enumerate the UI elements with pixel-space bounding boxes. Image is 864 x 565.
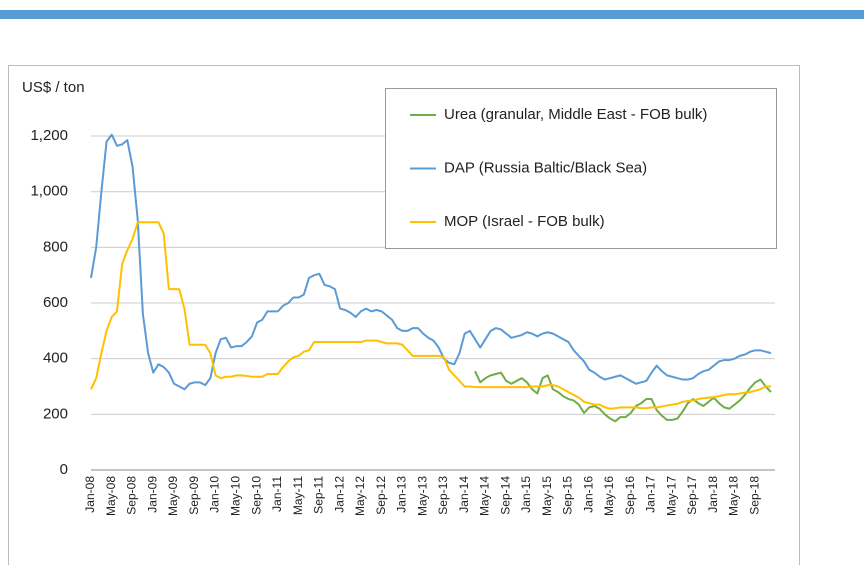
x-tick-label: Sep-15 bbox=[561, 476, 575, 515]
x-tick-label: May-16 bbox=[602, 476, 616, 516]
x-tick-label: Jan-11 bbox=[270, 476, 284, 512]
y-tick-label: 0 bbox=[60, 461, 68, 478]
x-tick-label: Sep-08 bbox=[125, 476, 139, 515]
y-tick-label: 600 bbox=[43, 294, 68, 311]
chart-frame bbox=[8, 65, 800, 565]
x-tick-label: May-09 bbox=[166, 476, 180, 516]
x-tick-label: Jan-09 bbox=[145, 476, 159, 513]
x-tick-label: May-14 bbox=[478, 476, 492, 516]
legend-label: Urea (granular, Middle East - FOB bulk) bbox=[444, 106, 707, 123]
x-tick-label: Sep-14 bbox=[498, 476, 512, 515]
x-tick-label: May-17 bbox=[664, 476, 678, 516]
legend bbox=[385, 88, 777, 249]
x-tick-label: May-10 bbox=[228, 476, 242, 516]
x-tick-label: May-13 bbox=[415, 476, 429, 516]
x-tick-label: Sep-13 bbox=[436, 476, 450, 515]
x-tick-label: May-12 bbox=[353, 476, 367, 516]
x-tick-label: Sep-12 bbox=[374, 476, 388, 515]
x-tick-label: Jan-15 bbox=[519, 476, 533, 513]
x-tick-label: Jan-18 bbox=[706, 476, 720, 513]
x-tick-label: Jan-13 bbox=[395, 476, 409, 513]
x-tick-label: May-15 bbox=[540, 476, 554, 516]
x-tick-label: May-11 bbox=[291, 476, 305, 515]
y-tick-label: 200 bbox=[43, 405, 68, 422]
y-tick-label: 1,000 bbox=[30, 183, 68, 200]
x-tick-label: Sep-10 bbox=[249, 476, 263, 515]
x-tick-label: May-08 bbox=[104, 476, 118, 516]
x-tick-label: Sep-17 bbox=[685, 476, 699, 515]
x-tick-label: Jan-16 bbox=[581, 476, 595, 513]
x-tick-label: Jan-10 bbox=[208, 476, 222, 513]
legend-items: Urea (granular, Middle East - FOB bulk) D… bbox=[410, 106, 707, 230]
top-bar bbox=[0, 10, 864, 19]
y-tick-label: 1,200 bbox=[30, 127, 68, 144]
x-tick-label: Sep-11 bbox=[312, 476, 326, 514]
x-tick-label: Jan-08 bbox=[83, 476, 97, 513]
x-tick-label: Sep-16 bbox=[623, 476, 637, 515]
x-tick-label: May-18 bbox=[727, 476, 741, 516]
x-tick-label: Sep-09 bbox=[187, 476, 201, 515]
legend-label: MOP (Israel - FOB bulk) bbox=[444, 213, 605, 230]
series-line bbox=[90, 133, 772, 391]
y-tick-label: 400 bbox=[43, 350, 68, 367]
series-line bbox=[90, 221, 771, 410]
series-line bbox=[474, 370, 772, 423]
y-axis-label: US$ / ton bbox=[22, 79, 85, 96]
x-tick-label: Jan-12 bbox=[332, 476, 346, 513]
x-tick-label: Sep-18 bbox=[747, 476, 761, 515]
legend-label: DAP (Russia Baltic/Black Sea) bbox=[444, 159, 647, 176]
x-tick-label: Jan-14 bbox=[457, 476, 471, 513]
x-tick-label: Jan-17 bbox=[644, 476, 658, 513]
y-tick-label: 800 bbox=[43, 238, 68, 255]
